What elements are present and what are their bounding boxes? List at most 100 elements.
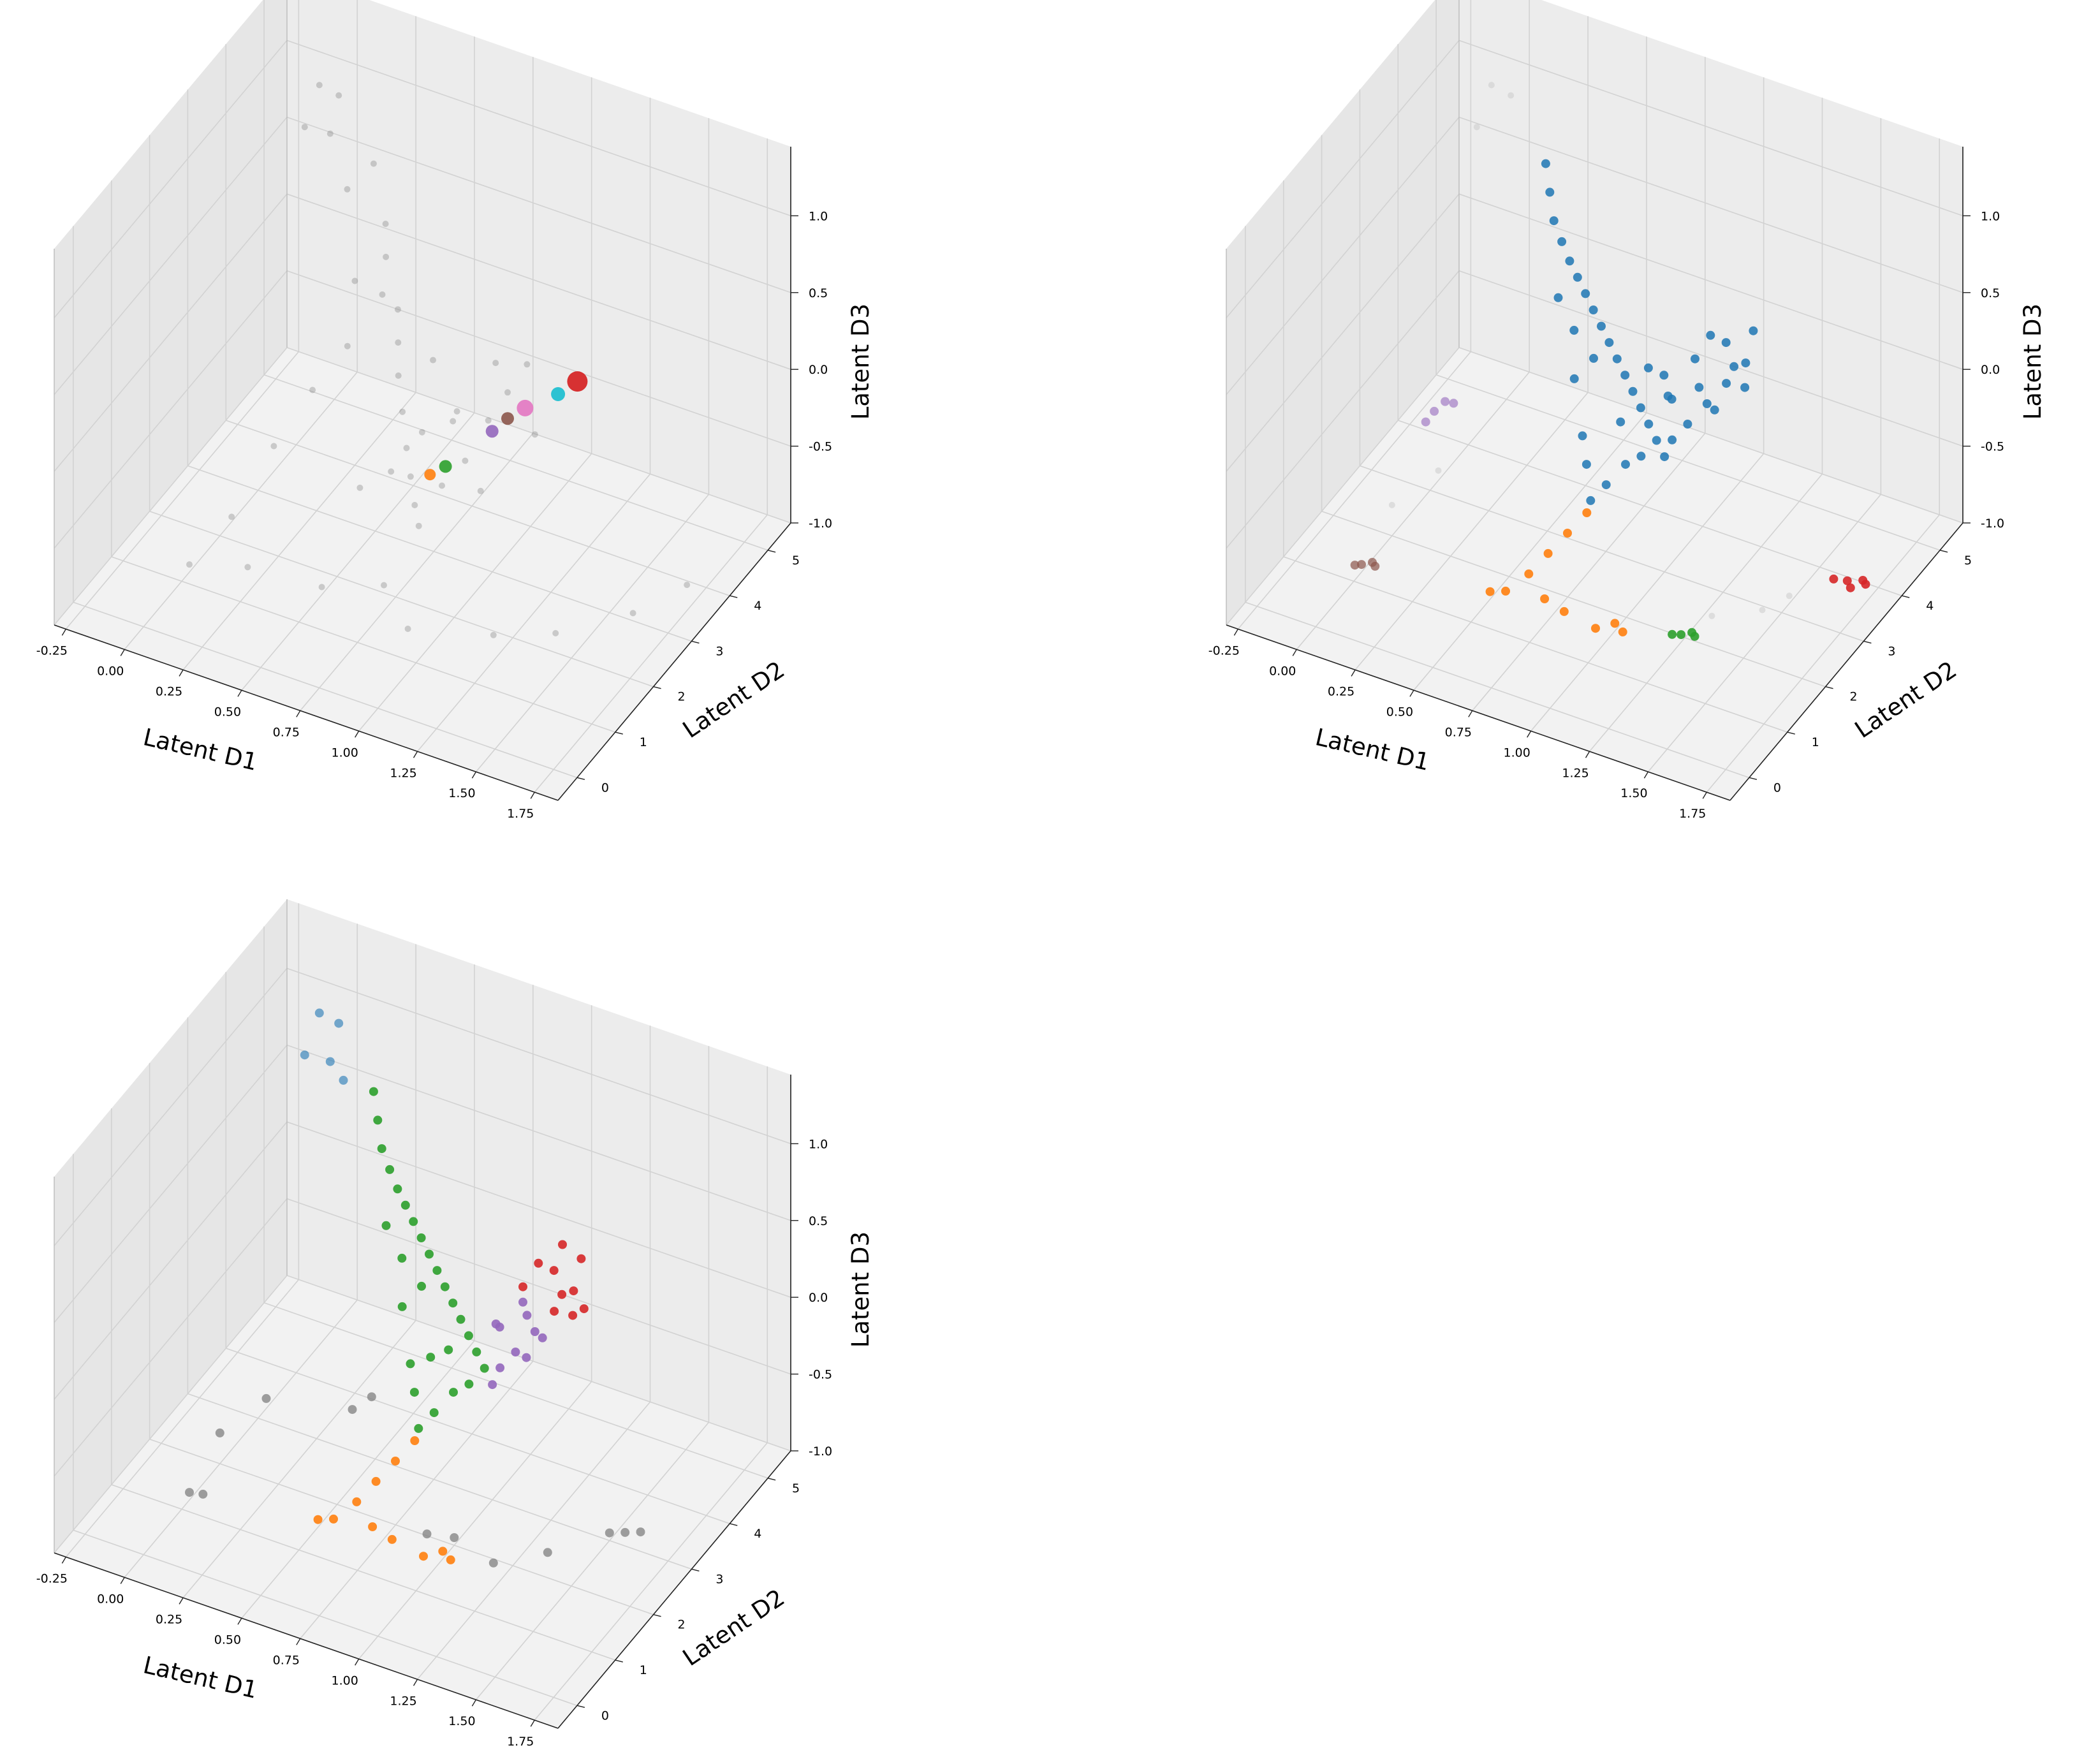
x-tick (296, 710, 301, 717)
x-axis-line (1226, 624, 1731, 801)
data-point (1553, 293, 1563, 302)
subplot-top-left: -0.25 0.00 0.25 0.50 0.75 1.00 1.25 1.50 1.75 0 1 2… (36, 0, 874, 821)
gridline-z-left (54, 270, 288, 549)
y-tick-label: 5 (792, 554, 800, 568)
data-point (348, 1405, 357, 1415)
y-tick (691, 640, 700, 644)
data-point (518, 1282, 527, 1291)
x-tick (1233, 629, 1238, 636)
series-5 (1668, 628, 1699, 641)
x-tick-label: 0.75 (273, 1653, 300, 1667)
y-tick-label: 3 (716, 644, 723, 658)
x-tick (1585, 751, 1590, 758)
y-axis-line (557, 522, 791, 801)
data-point (356, 484, 363, 491)
gridline-z-left (1226, 40, 1460, 318)
gridline-x-floor (475, 1422, 710, 1700)
data-point (339, 1075, 348, 1085)
gridline-z-right (286, 193, 791, 370)
data-point (316, 82, 323, 89)
y-axis-label: Latent D2 (678, 1584, 789, 1672)
z-tick-label: 1.0 (809, 1137, 828, 1151)
data-point (327, 130, 334, 137)
data-point (440, 1282, 450, 1291)
data-point (1759, 606, 1766, 614)
gridline-x-floor (1589, 473, 1823, 752)
series-1 (300, 1008, 348, 1085)
data-point (313, 1515, 323, 1524)
gridline-x-floor (1530, 453, 1765, 731)
data-point (309, 386, 316, 393)
data-point (379, 291, 386, 298)
data-point (344, 342, 351, 349)
data-point (1501, 586, 1510, 596)
data-point (1677, 630, 1686, 640)
data-point (485, 425, 499, 438)
data-point (1861, 580, 1870, 589)
gridline-z-right (286, 1275, 791, 1452)
x-tick (530, 791, 535, 799)
y-tick (730, 1523, 738, 1526)
data-point (684, 582, 691, 589)
series-5 (518, 1240, 589, 1320)
x-tick (237, 1617, 242, 1625)
series-2 (1421, 397, 1458, 427)
y-tick (576, 1705, 585, 1709)
y-tick-label: 3 (1888, 644, 1895, 658)
data-point (1829, 574, 1838, 584)
x-tick-label: 0.75 (1445, 725, 1472, 739)
series-6 (1829, 574, 1870, 592)
data-point (244, 564, 251, 571)
z-axis-label: Latent D3 (2019, 304, 2046, 420)
x-axis-label: Latent D1 (1313, 723, 1432, 776)
data-point (409, 1217, 418, 1226)
data-point (1441, 397, 1450, 406)
data-point (368, 1522, 378, 1531)
x-tick-label: 1.00 (1504, 746, 1530, 760)
data-point (411, 502, 418, 508)
data-point (301, 124, 308, 131)
gridline-x-floor (300, 1360, 534, 1639)
data-point (448, 1298, 458, 1308)
gridline-z-right (1458, 117, 1963, 293)
x-tick-label: 0.00 (97, 1592, 124, 1606)
pane-floor (54, 1275, 791, 1728)
gridline-y-floor (1435, 374, 1941, 551)
gridline-z-right (286, 347, 791, 524)
x-tick-label: -0.25 (36, 643, 68, 658)
data-point (394, 306, 401, 313)
gridline-x-floor (534, 514, 768, 793)
data-point (1601, 480, 1611, 490)
data-point (334, 1018, 344, 1028)
data-point (446, 1555, 455, 1564)
data-point (1722, 379, 1731, 388)
data-point (558, 1240, 567, 1249)
gridline-z-right (286, 1045, 791, 1221)
series-0 (185, 1392, 645, 1568)
data-point (1729, 362, 1739, 371)
data-point (464, 1331, 473, 1341)
data-point (325, 1057, 335, 1066)
z-tick-label: 1.0 (1981, 209, 2000, 223)
data-point (492, 360, 499, 367)
gridline-x-floor (124, 371, 358, 650)
data-point (1540, 594, 1550, 603)
x-tick (120, 649, 125, 656)
data-point (406, 1359, 415, 1369)
data-point (1604, 338, 1614, 348)
y-tick-label: 5 (792, 1481, 800, 1496)
gridline-y-floor (149, 1438, 654, 1615)
pane-back-left (54, 899, 287, 1553)
series-3 (1485, 508, 1627, 636)
data-point (425, 1249, 434, 1259)
x-tick-label: 0.00 (1269, 664, 1296, 678)
data-point (1636, 403, 1645, 413)
gridline-z-right (286, 270, 791, 447)
y-tick-label: 4 (1926, 599, 1934, 613)
data-point (490, 631, 497, 638)
z-tick-label: 0.0 (1981, 363, 2000, 377)
gridline-z-right (1458, 347, 1963, 524)
gridline-y-floor (1245, 601, 1750, 779)
gridline-z-left (54, 117, 288, 395)
data-point (1435, 467, 1442, 474)
